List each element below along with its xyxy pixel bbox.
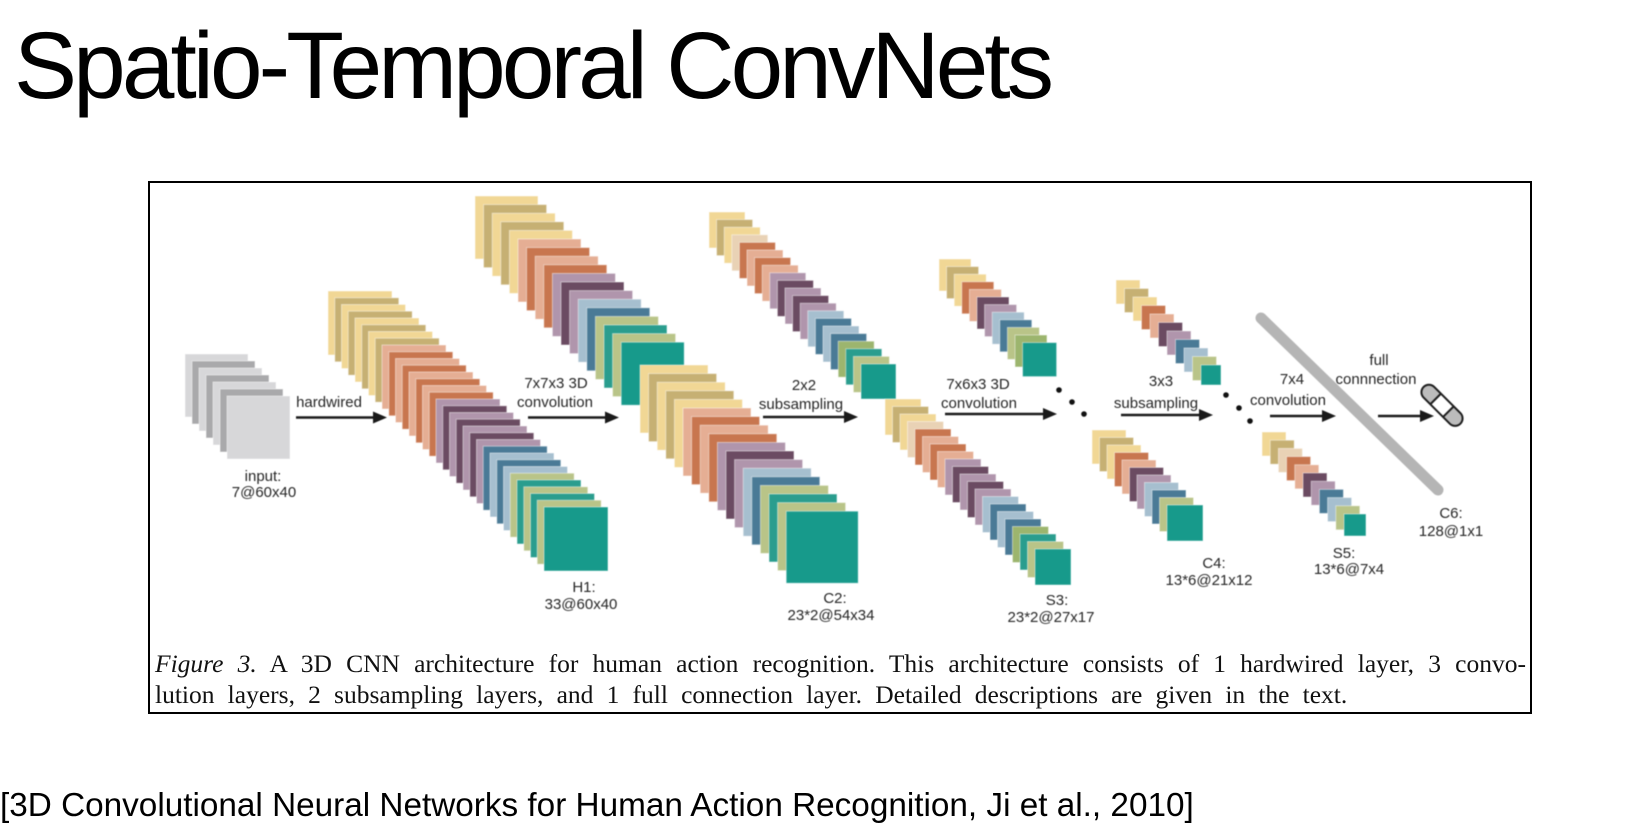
svg-text:S3:: S3: bbox=[1046, 592, 1069, 609]
svg-text:convolution: convolution bbox=[517, 394, 593, 411]
svg-text:13*6@21x12: 13*6@21x12 bbox=[1166, 572, 1253, 589]
svg-text:7x7x3 3D: 7x7x3 3D bbox=[524, 375, 588, 392]
svg-text:23*2@27x17: 23*2@27x17 bbox=[1008, 609, 1095, 626]
svg-text:2x2: 2x2 bbox=[792, 377, 816, 394]
svg-text:S5:: S5: bbox=[1333, 545, 1356, 562]
svg-text:3x3: 3x3 bbox=[1149, 373, 1173, 390]
svg-text:C6:: C6: bbox=[1439, 505, 1462, 522]
svg-text:convolution: convolution bbox=[941, 395, 1017, 412]
svg-text:7@60x40: 7@60x40 bbox=[232, 484, 296, 501]
svg-text:H1:: H1: bbox=[572, 579, 595, 596]
svg-text:full: full bbox=[1369, 352, 1388, 369]
svg-text:C4:: C4: bbox=[1202, 555, 1225, 572]
svg-text:7x6x3 3D: 7x6x3 3D bbox=[946, 376, 1010, 393]
svg-text:convolution: convolution bbox=[1250, 392, 1326, 409]
svg-text:7x4: 7x4 bbox=[1280, 371, 1304, 388]
svg-text:subsampling: subsampling bbox=[759, 396, 843, 413]
svg-text:23*2@54x34: 23*2@54x34 bbox=[788, 607, 875, 624]
svg-text:33@60x40: 33@60x40 bbox=[545, 596, 618, 613]
svg-text:hardwired: hardwired bbox=[296, 394, 362, 411]
svg-text:13*6@7x4: 13*6@7x4 bbox=[1314, 561, 1384, 578]
svg-text:connnection: connnection bbox=[1336, 371, 1417, 388]
svg-text:128@1x1: 128@1x1 bbox=[1419, 523, 1483, 540]
svg-text:input:: input: bbox=[245, 468, 282, 485]
svg-text:C2:: C2: bbox=[823, 590, 846, 607]
svg-text:subsampling: subsampling bbox=[1114, 395, 1198, 412]
